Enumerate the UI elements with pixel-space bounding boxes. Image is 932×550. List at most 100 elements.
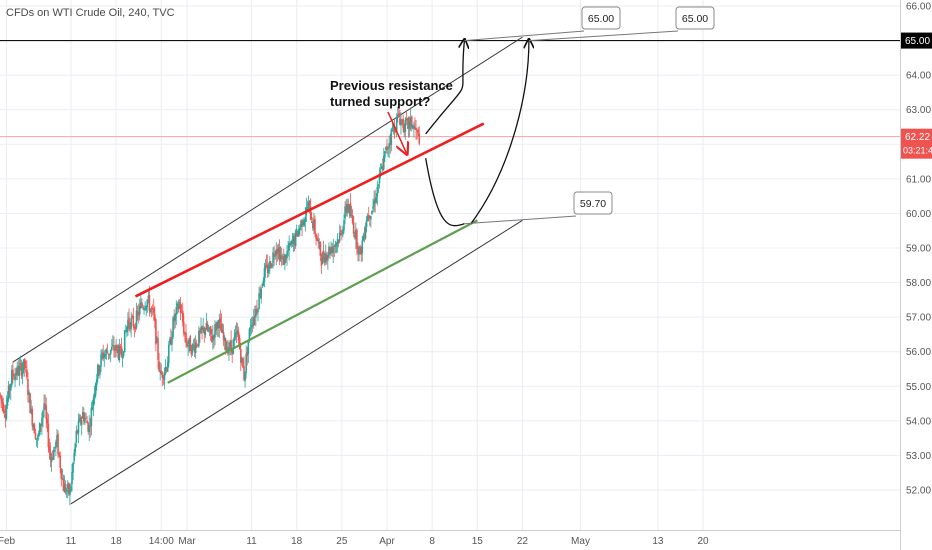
candle-body <box>408 121 411 130</box>
candle-body <box>41 418 43 426</box>
candle-body <box>86 420 88 424</box>
candle-body <box>71 472 73 485</box>
candle-body <box>37 433 40 437</box>
candle-body <box>386 145 388 151</box>
candle-body <box>188 338 190 345</box>
candle-body <box>18 365 21 376</box>
time-axis-tick-label: Mar <box>178 536 196 547</box>
candle-body <box>302 223 304 225</box>
time-axis[interactable]: Feb 11 18 14:00 Mar 11 18 25 Apr 8 15 22 May 13 20 <box>0 536 709 547</box>
candle-body <box>113 345 115 351</box>
candle-body <box>216 321 218 329</box>
axis-price-tags: 65.00 62.22 03:21:47 <box>901 32 932 159</box>
candle-body <box>247 341 250 355</box>
candle-body <box>223 337 226 341</box>
candle-body <box>59 455 61 468</box>
candle-body <box>378 173 381 184</box>
candle-body <box>72 462 74 473</box>
candle-body <box>300 220 302 227</box>
candle-body <box>313 219 315 230</box>
channel-line-upper <box>12 36 523 363</box>
candle-body <box>404 120 407 132</box>
candle-body <box>6 398 9 406</box>
candle-body <box>307 202 310 211</box>
candle-body <box>270 262 272 268</box>
time-axis-tick-label: Apr <box>379 536 395 547</box>
candle-body <box>48 446 51 452</box>
candle-body <box>157 337 159 360</box>
candle-body <box>272 252 274 264</box>
candle-body <box>339 230 342 232</box>
candle-body <box>151 308 154 310</box>
candle-body <box>133 327 136 329</box>
candle-body <box>242 358 244 368</box>
candle-body <box>236 330 239 335</box>
candle-body <box>120 346 123 357</box>
candle-body <box>99 365 101 375</box>
candle-body <box>74 443 77 453</box>
candle-body <box>60 468 63 479</box>
candle-body <box>256 309 258 313</box>
candle-body <box>345 205 347 212</box>
candle-body <box>257 309 259 313</box>
candle-body <box>193 345 196 352</box>
candle-body <box>366 215 369 222</box>
price-axis-tick-label: 53.00 <box>906 451 931 462</box>
candle-body <box>145 306 147 311</box>
candle-body <box>284 254 286 264</box>
time-axis-tick-label: 11 <box>246 536 257 547</box>
candle-body <box>81 412 84 419</box>
candle-body <box>197 344 199 346</box>
annotation-arrow <box>387 111 406 153</box>
candle-body <box>26 369 28 378</box>
candle-body <box>335 243 338 247</box>
candle-body <box>123 330 126 353</box>
candle-body <box>249 327 252 329</box>
candle-body <box>17 367 20 375</box>
price-axis-tick-label: 60.00 <box>906 209 931 220</box>
candle-body <box>95 379 98 386</box>
candle-body <box>230 340 232 350</box>
candle-body <box>333 246 336 248</box>
candle-body <box>169 338 171 345</box>
candle-body <box>233 337 236 342</box>
candle-body <box>214 324 216 338</box>
candle-body <box>164 367 167 372</box>
candle-body <box>178 302 181 308</box>
candle-body <box>295 229 298 233</box>
candle-body <box>103 355 106 358</box>
candle-body <box>253 315 256 318</box>
candle-body <box>375 197 378 203</box>
current-price-countdown: 03:21:47 <box>903 146 932 156</box>
candle-body <box>385 146 387 151</box>
candle-body <box>359 246 361 249</box>
candle-body <box>318 242 321 244</box>
candle-body <box>312 222 314 229</box>
candle-body <box>222 332 225 340</box>
candle-body <box>409 117 412 123</box>
candle-body <box>234 333 237 338</box>
candle-body <box>116 345 118 349</box>
candle-body <box>79 417 82 424</box>
price-axis[interactable]: 52.00 53.00 54.00 55.00 56.00 57.00 58.00 59.00… <box>906 2 931 497</box>
candle-body <box>122 351 125 357</box>
candle-body <box>3 410 6 413</box>
candle-body <box>75 430 78 443</box>
candle-body <box>394 130 397 132</box>
candle-body <box>287 250 289 252</box>
candle-body <box>136 311 139 313</box>
candle-body <box>62 478 65 491</box>
candle-body <box>342 229 344 235</box>
candle-body <box>172 317 174 338</box>
candle-body <box>115 344 117 351</box>
candle-body <box>146 299 149 307</box>
candle-body <box>130 318 132 330</box>
candle-body <box>2 402 5 412</box>
candle-body <box>208 327 211 330</box>
candle-body <box>367 215 370 218</box>
time-axis-tick-label: 20 <box>697 536 709 547</box>
candle-body <box>213 335 215 339</box>
candle-body <box>107 353 110 356</box>
candle-body <box>170 337 172 345</box>
